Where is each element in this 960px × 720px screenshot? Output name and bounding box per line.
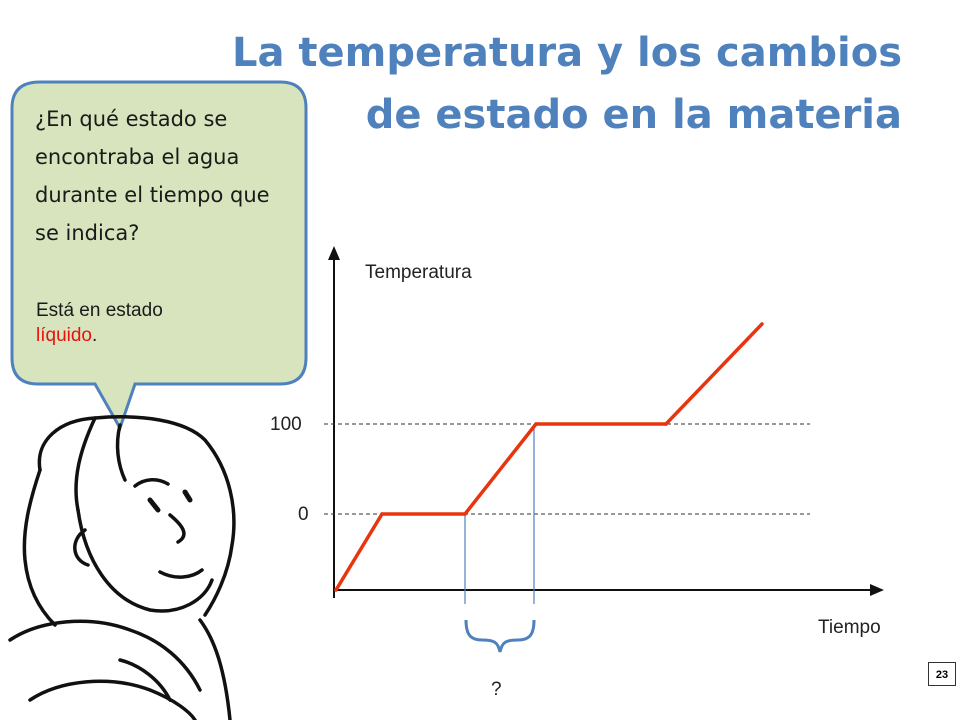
- slide-title: La temperatura y los cambios de estado e…: [232, 30, 902, 138]
- y-tick-100: 100: [270, 414, 302, 435]
- page-number: 23: [928, 662, 956, 686]
- segment-heating-liquid: [463, 422, 538, 516]
- bubble-question: ¿En qué estado se encontraba el agua dur…: [35, 107, 270, 245]
- hair-outline: [37, 415, 236, 617]
- answer-suffix: .: [92, 325, 98, 346]
- x-axis-label: Tiempo: [818, 617, 881, 638]
- answer-prefix: Está en estado: [36, 300, 163, 321]
- bubble-answer: Está en estado líquido.: [36, 298, 291, 348]
- segment-heating-gas: [664, 322, 764, 426]
- segment-heating-solid: [334, 512, 384, 592]
- x-axis-arrow: [870, 584, 884, 596]
- time-bracket: [464, 619, 536, 653]
- y-tick-0: 0: [298, 504, 309, 525]
- answer-highlight: líquido: [36, 325, 92, 346]
- face-outline: [76, 508, 214, 613]
- bracket-question-label: ?: [491, 679, 502, 700]
- y-axis-arrow: [328, 246, 340, 260]
- bubble-shape: [10, 80, 308, 432]
- arm-outline: [8, 619, 202, 692]
- y-axis-label: Temperatura: [365, 262, 472, 283]
